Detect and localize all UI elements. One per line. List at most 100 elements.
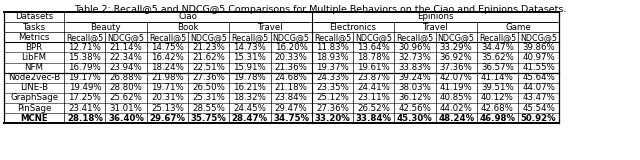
Text: 41.55%: 41.55% <box>522 63 555 72</box>
Text: Game: Game <box>505 23 531 32</box>
Text: 24.68%: 24.68% <box>275 73 308 82</box>
Text: 44.02%: 44.02% <box>440 104 472 113</box>
Text: 24.45%: 24.45% <box>234 104 266 113</box>
Text: NFM: NFM <box>24 63 44 72</box>
Text: Epinions: Epinions <box>417 12 454 21</box>
Text: Tasks: Tasks <box>22 23 45 32</box>
Text: 28.80%: 28.80% <box>109 83 143 92</box>
Text: 21.23%: 21.23% <box>192 43 225 52</box>
Text: 14.75%: 14.75% <box>151 43 184 52</box>
Text: 18.32%: 18.32% <box>234 93 266 103</box>
Text: 45.64%: 45.64% <box>522 73 555 82</box>
Text: 33.84%: 33.84% <box>356 114 392 123</box>
Text: 44.07%: 44.07% <box>522 83 555 92</box>
Text: 21.62%: 21.62% <box>192 53 225 62</box>
Text: 19.78%: 19.78% <box>234 73 266 82</box>
Text: 28.55%: 28.55% <box>192 104 225 113</box>
Text: NDCG@5: NDCG@5 <box>108 33 145 42</box>
Text: 40.12%: 40.12% <box>481 93 514 103</box>
Text: 40.85%: 40.85% <box>440 93 472 103</box>
Text: 36.57%: 36.57% <box>481 63 514 72</box>
Text: 12.71%: 12.71% <box>68 43 101 52</box>
Text: Travel: Travel <box>422 23 449 32</box>
Text: NDCG@5: NDCG@5 <box>355 33 392 42</box>
Text: 35.75%: 35.75% <box>191 114 227 123</box>
Text: 39.86%: 39.86% <box>522 43 555 52</box>
Text: 40.97%: 40.97% <box>522 53 555 62</box>
Text: 26.50%: 26.50% <box>192 83 225 92</box>
Text: 28.18%: 28.18% <box>67 114 103 123</box>
Text: BPR: BPR <box>26 43 43 52</box>
Text: Book: Book <box>177 23 199 32</box>
Text: 26.52%: 26.52% <box>357 104 390 113</box>
Text: 24.41%: 24.41% <box>357 83 390 92</box>
Text: 22.34%: 22.34% <box>109 53 143 62</box>
Text: 38.03%: 38.03% <box>399 83 431 92</box>
Text: NDCG@5: NDCG@5 <box>190 33 227 42</box>
Text: 27.36%: 27.36% <box>192 73 225 82</box>
Text: Beauty: Beauty <box>90 23 121 32</box>
Text: 41.19%: 41.19% <box>440 83 472 92</box>
Text: 20.33%: 20.33% <box>275 53 308 62</box>
Text: 33.20%: 33.20% <box>314 114 350 123</box>
Text: 19.61%: 19.61% <box>357 63 390 72</box>
Text: 22.51%: 22.51% <box>192 63 225 72</box>
Text: NDCG@5: NDCG@5 <box>438 33 475 42</box>
Text: 31.01%: 31.01% <box>109 104 143 113</box>
Text: 13.64%: 13.64% <box>357 43 390 52</box>
Text: Metrics: Metrics <box>19 33 50 42</box>
Text: Recall@5: Recall@5 <box>148 33 186 42</box>
Text: 19.37%: 19.37% <box>316 63 349 72</box>
Text: 21.98%: 21.98% <box>151 73 184 82</box>
Text: 29.47%: 29.47% <box>275 104 307 113</box>
Text: 29.67%: 29.67% <box>149 114 186 123</box>
Text: 34.75%: 34.75% <box>273 114 309 123</box>
Text: 21.14%: 21.14% <box>109 43 143 52</box>
Text: 33.29%: 33.29% <box>440 43 472 52</box>
Text: 24.33%: 24.33% <box>316 73 349 82</box>
Text: 23.11%: 23.11% <box>357 93 390 103</box>
Text: Recall@5: Recall@5 <box>231 33 269 42</box>
Text: 25.62%: 25.62% <box>109 93 143 103</box>
Text: 16.79%: 16.79% <box>68 63 101 72</box>
Text: 20.31%: 20.31% <box>151 93 184 103</box>
Text: 36.92%: 36.92% <box>440 53 472 62</box>
Text: Electronics: Electronics <box>330 23 376 32</box>
Text: GraphSage: GraphSage <box>10 93 58 103</box>
Text: Recall@5: Recall@5 <box>314 33 351 42</box>
Text: 45.54%: 45.54% <box>522 104 555 113</box>
Text: 16.42%: 16.42% <box>151 53 184 62</box>
Text: 35.62%: 35.62% <box>481 53 514 62</box>
Text: 42.07%: 42.07% <box>440 73 472 82</box>
Text: 18.93%: 18.93% <box>316 53 349 62</box>
Text: 25.12%: 25.12% <box>316 93 349 103</box>
Text: 15.38%: 15.38% <box>68 53 101 62</box>
Text: 39.24%: 39.24% <box>399 73 431 82</box>
Text: 25.31%: 25.31% <box>192 93 225 103</box>
Text: 33.83%: 33.83% <box>399 63 431 72</box>
Text: 41.14%: 41.14% <box>481 73 514 82</box>
Text: LINE-B: LINE-B <box>20 83 48 92</box>
Text: 46.98%: 46.98% <box>479 114 515 123</box>
Text: LibFM: LibFM <box>22 53 47 62</box>
Text: 42.56%: 42.56% <box>399 104 431 113</box>
Text: 19.17%: 19.17% <box>68 73 101 82</box>
Text: PinSage: PinSage <box>17 104 51 113</box>
Text: 27.36%: 27.36% <box>316 104 349 113</box>
Text: 50.92%: 50.92% <box>521 114 556 123</box>
Text: Datasets: Datasets <box>15 12 53 21</box>
Text: 11.83%: 11.83% <box>316 43 349 52</box>
Text: 14.73%: 14.73% <box>234 43 266 52</box>
Text: 23.35%: 23.35% <box>316 83 349 92</box>
Text: 23.84%: 23.84% <box>275 93 308 103</box>
Text: 30.96%: 30.96% <box>399 43 431 52</box>
Text: 19.71%: 19.71% <box>151 83 184 92</box>
Text: 17.25%: 17.25% <box>68 93 101 103</box>
Text: NDCG@5: NDCG@5 <box>273 33 310 42</box>
Text: 36.40%: 36.40% <box>108 114 144 123</box>
Text: 28.47%: 28.47% <box>232 114 268 123</box>
Text: 43.47%: 43.47% <box>522 93 555 103</box>
Text: 42.68%: 42.68% <box>481 104 514 113</box>
Text: 36.12%: 36.12% <box>399 93 431 103</box>
Text: 16.20%: 16.20% <box>275 43 308 52</box>
